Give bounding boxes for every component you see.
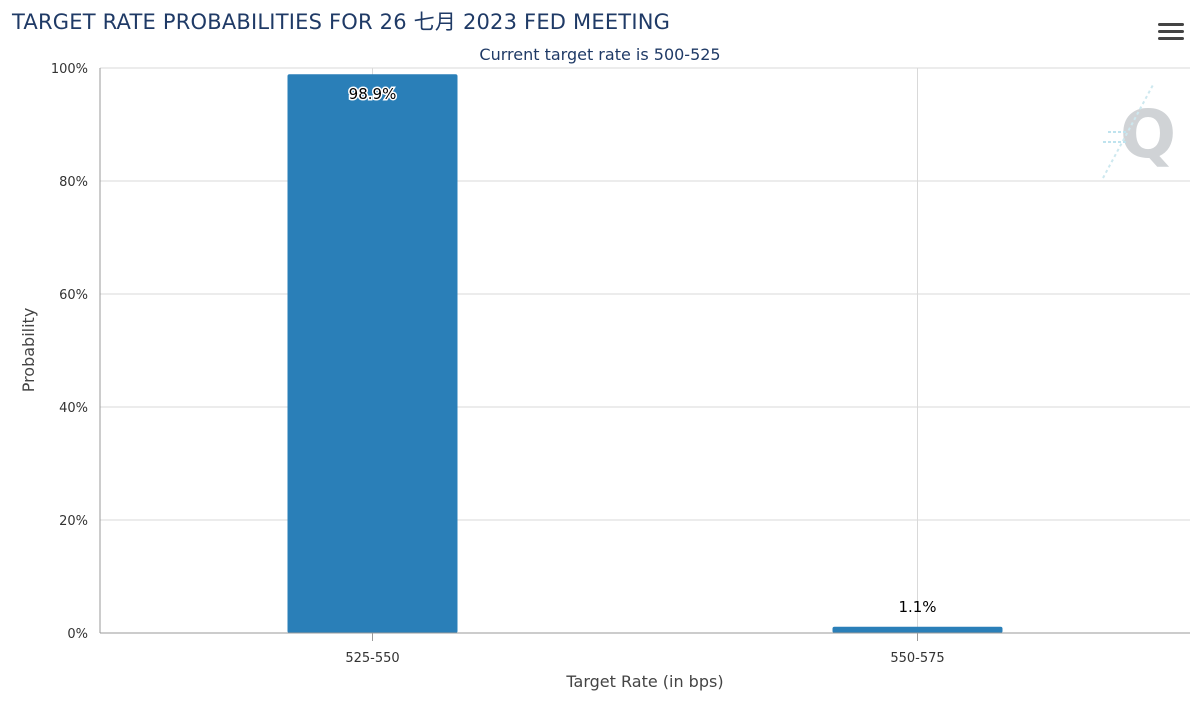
quikstrike-logo-icon: Q [1102,82,1176,179]
chart-title: TARGET RATE PROBABILITIES FOR 26 七月 2023… [12,10,671,34]
x-axis-title: Target Rate (in bps) [565,672,723,691]
data-label: 98.9% [349,85,397,103]
data-labels: 98.9% 1.1% [347,84,936,616]
y-tick-label: 80% [59,175,88,190]
x-tick-label: 525-550 [345,651,399,666]
chart-subtitle: Current target rate is 500-525 [479,45,721,64]
bars [287,74,1003,634]
bar-525-550[interactable] [287,74,458,634]
data-label: 1.1% [898,598,936,616]
svg-text:Q: Q [1120,96,1176,173]
y-tick-label: 40% [59,401,88,416]
y-tick-label: 60% [59,288,88,303]
y-tick-label: 0% [67,627,88,642]
y-tick-label: 20% [59,514,88,529]
y-axis-title: Probability [19,308,38,393]
axes: 0% 20% 40% 60% 80% 100% 525-550 550-575 [51,62,1190,666]
hamburger-menu-icon[interactable] [1158,23,1184,43]
y-tick-label: 100% [51,62,88,77]
bar-550-575[interactable] [832,626,1003,633]
x-tick-label: 550-575 [890,651,944,666]
gridlines [100,67,1190,633]
